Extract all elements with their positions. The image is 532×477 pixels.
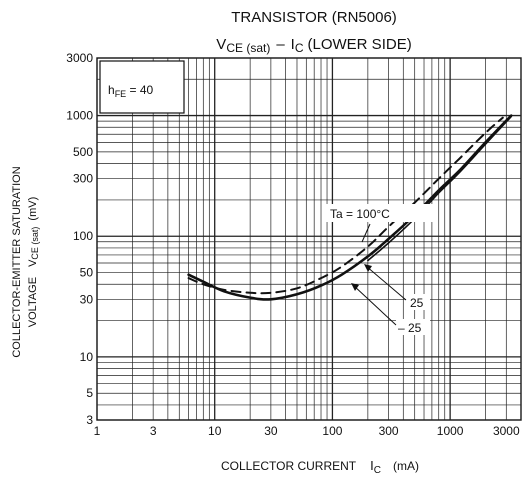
y-axis-label-line1: COLLECTOR-EMITTER SATURATION <box>11 166 23 357</box>
arrowhead-minus25 <box>351 283 359 291</box>
y-tick-label: 30 <box>80 292 94 306</box>
annotation-ta100: Ta = 100°C <box>330 207 390 221</box>
y-tick-label: 5 <box>86 386 93 400</box>
leader-25 <box>365 265 407 301</box>
x-tick-labels: 1 3 10 30 100 300 1000 3000 <box>94 424 520 438</box>
x-tick-label: 300 <box>379 424 399 438</box>
x-tick-label: 30 <box>264 424 278 438</box>
series-ta-100c-dashed <box>187 116 504 295</box>
annotation-minus25: – 25 <box>398 321 422 335</box>
annotation-25: 25 <box>410 296 424 310</box>
chart-title: TRANSISTOR (RN5006) <box>231 9 397 26</box>
x-tick-label: 1 <box>94 424 101 438</box>
x-tick-label: 3000 <box>493 424 520 438</box>
y-tick-label: 1000 <box>66 109 93 123</box>
y-tick-label: 50 <box>80 266 94 280</box>
leader-minus25 <box>352 284 397 326</box>
x-tick-label: 3 <box>150 424 157 438</box>
grid <box>96 57 522 421</box>
series-minus25c <box>367 115 512 262</box>
x-tick-label: 100 <box>322 424 342 438</box>
annotation-bg-25 <box>406 294 430 310</box>
annotation-bg-ta100 <box>326 204 438 222</box>
y-axis-label-line2: VOLTAGEVCE (sat)(mV) <box>27 197 40 328</box>
annotation-bg-minus25 <box>396 319 430 335</box>
x-tick-label: 10 <box>208 424 222 438</box>
leader-ta100 <box>361 223 371 243</box>
curves <box>187 114 513 301</box>
series-25c <box>187 114 513 301</box>
arrowhead-25 <box>364 264 372 272</box>
y-tick-label: 300 <box>73 172 93 186</box>
condition-label: hFE = 40 <box>108 83 154 99</box>
y-tick-label: 500 <box>73 145 93 159</box>
y-tick-labels: 3 5 10 30 50 100 300 500 1000 3000 <box>66 51 93 427</box>
y-tick-label: 100 <box>73 229 93 243</box>
condition-box <box>99 60 185 114</box>
x-axis-label: COLLECTOR CURRENT IC (mA) <box>221 458 419 476</box>
y-tick-label: 3000 <box>66 51 93 65</box>
chart-subtitle: VCE (sat) – IC (LOWER SIDE) <box>216 36 411 55</box>
y-tick-label: 3 <box>86 413 93 427</box>
x-tick-label: 1000 <box>437 424 464 438</box>
y-tick-label: 10 <box>80 350 94 364</box>
